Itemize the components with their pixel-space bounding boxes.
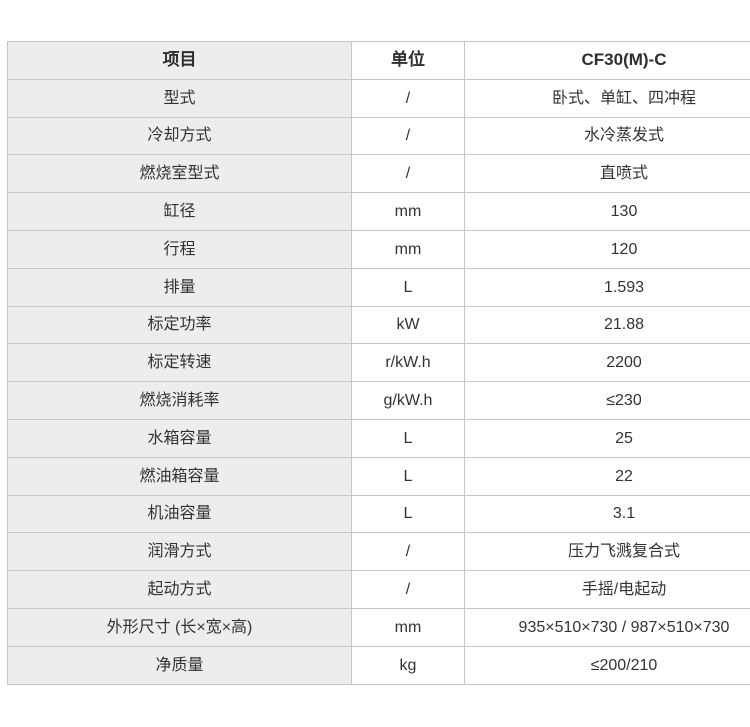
table-row: 燃烧室型式 / 直喷式 bbox=[7, 154, 750, 194]
header-cell-unit: 单位 bbox=[351, 41, 465, 80]
cell-value: ≤230 bbox=[464, 381, 750, 420]
table-row: 标定功率 kW 21.88 bbox=[7, 305, 750, 345]
table-row: 润滑方式 / 压力飞溅复合式 bbox=[7, 532, 750, 572]
cell-item: 燃油箱容量 bbox=[7, 456, 352, 496]
cell-item: 净质量 bbox=[7, 645, 352, 685]
cell-unit: / bbox=[351, 78, 465, 118]
table-row: 行程 mm 120 bbox=[7, 229, 750, 269]
table-row: 标定转速 r/kW.h 2200 bbox=[7, 343, 750, 383]
cell-item: 燃烧室型式 bbox=[7, 154, 352, 194]
header-cell-model: CF30(M)-C bbox=[464, 41, 750, 80]
cell-item: 冷却方式 bbox=[7, 116, 352, 156]
header-row: 项目 单位 CF30(M)-C bbox=[7, 41, 750, 80]
table-row: 缸径 mm 130 bbox=[7, 192, 750, 231]
cell-unit: / bbox=[351, 570, 465, 609]
cell-value: 手摇/电起动 bbox=[464, 570, 750, 609]
spec-table-header: 项目 单位 CF30(M)-C bbox=[7, 41, 750, 80]
cell-unit: mm bbox=[351, 192, 465, 231]
cell-unit: g/kW.h bbox=[351, 381, 465, 420]
table-row: 型式 / 卧式、单缸、四冲程 bbox=[7, 78, 750, 118]
cell-value: 3.1 bbox=[464, 494, 750, 534]
cell-unit: mm bbox=[351, 607, 465, 647]
table-row: 冷却方式 / 水冷蒸发式 bbox=[7, 116, 750, 156]
cell-item: 型式 bbox=[7, 78, 352, 118]
cell-value: 130 bbox=[464, 192, 750, 231]
cell-item: 燃烧消耗率 bbox=[7, 381, 352, 420]
cell-unit: mm bbox=[351, 229, 465, 269]
cell-item: 机油容量 bbox=[7, 494, 352, 534]
cell-item: 排量 bbox=[7, 267, 352, 307]
cell-item: 标定功率 bbox=[7, 305, 352, 345]
table-row: 水箱容量 L 25 bbox=[7, 418, 750, 458]
cell-unit: L bbox=[351, 456, 465, 496]
table-row: 燃烧消耗率 g/kW.h ≤230 bbox=[7, 381, 750, 420]
cell-unit: L bbox=[351, 494, 465, 534]
cell-value: 直喷式 bbox=[464, 154, 750, 194]
cell-value: 2200 bbox=[464, 343, 750, 383]
cell-unit: kW bbox=[351, 305, 465, 345]
table-row: 机油容量 L 3.1 bbox=[7, 494, 750, 534]
cell-item: 行程 bbox=[7, 229, 352, 269]
cell-unit: r/kW.h bbox=[351, 343, 465, 383]
cell-item: 水箱容量 bbox=[7, 418, 352, 458]
cell-unit: / bbox=[351, 154, 465, 194]
cell-unit: kg bbox=[351, 645, 465, 685]
spec-table-body: 型式 / 卧式、单缸、四冲程 冷却方式 / 水冷蒸发式 燃烧室型式 / 直喷式 … bbox=[7, 78, 750, 685]
cell-item: 外形尺寸 (长×宽×高) bbox=[7, 607, 352, 647]
cell-item: 标定转速 bbox=[7, 343, 352, 383]
cell-unit: / bbox=[351, 116, 465, 156]
cell-value: 120 bbox=[464, 229, 750, 269]
cell-value: 25 bbox=[464, 418, 750, 458]
cell-value: 21.88 bbox=[464, 305, 750, 345]
cell-unit: L bbox=[351, 418, 465, 458]
spec-table: 项目 单位 CF30(M)-C 型式 / 卧式、单缸、四冲程 冷却方式 / 水冷… bbox=[7, 41, 750, 685]
table-row: 起动方式 / 手摇/电起动 bbox=[7, 570, 750, 609]
table-row: 排量 L 1.593 bbox=[7, 267, 750, 307]
cell-value: 卧式、单缸、四冲程 bbox=[464, 78, 750, 118]
cell-item: 缸径 bbox=[7, 192, 352, 231]
cell-value: ≤200/210 bbox=[464, 645, 750, 685]
cell-value: 1.593 bbox=[464, 267, 750, 307]
cell-item: 起动方式 bbox=[7, 570, 352, 609]
header-cell-item: 项目 bbox=[7, 41, 352, 80]
cell-value: 22 bbox=[464, 456, 750, 496]
cell-item: 润滑方式 bbox=[7, 532, 352, 572]
cell-unit: / bbox=[351, 532, 465, 572]
cell-unit: L bbox=[351, 267, 465, 307]
table-row: 外形尺寸 (长×宽×高) mm 935×510×730 / 987×510×73… bbox=[7, 607, 750, 647]
table-row: 燃油箱容量 L 22 bbox=[7, 456, 750, 496]
cell-value: 水冷蒸发式 bbox=[464, 116, 750, 156]
cell-value: 935×510×730 / 987×510×730 bbox=[464, 607, 750, 647]
cell-value: 压力飞溅复合式 bbox=[464, 532, 750, 572]
table-row: 净质量 kg ≤200/210 bbox=[7, 645, 750, 685]
